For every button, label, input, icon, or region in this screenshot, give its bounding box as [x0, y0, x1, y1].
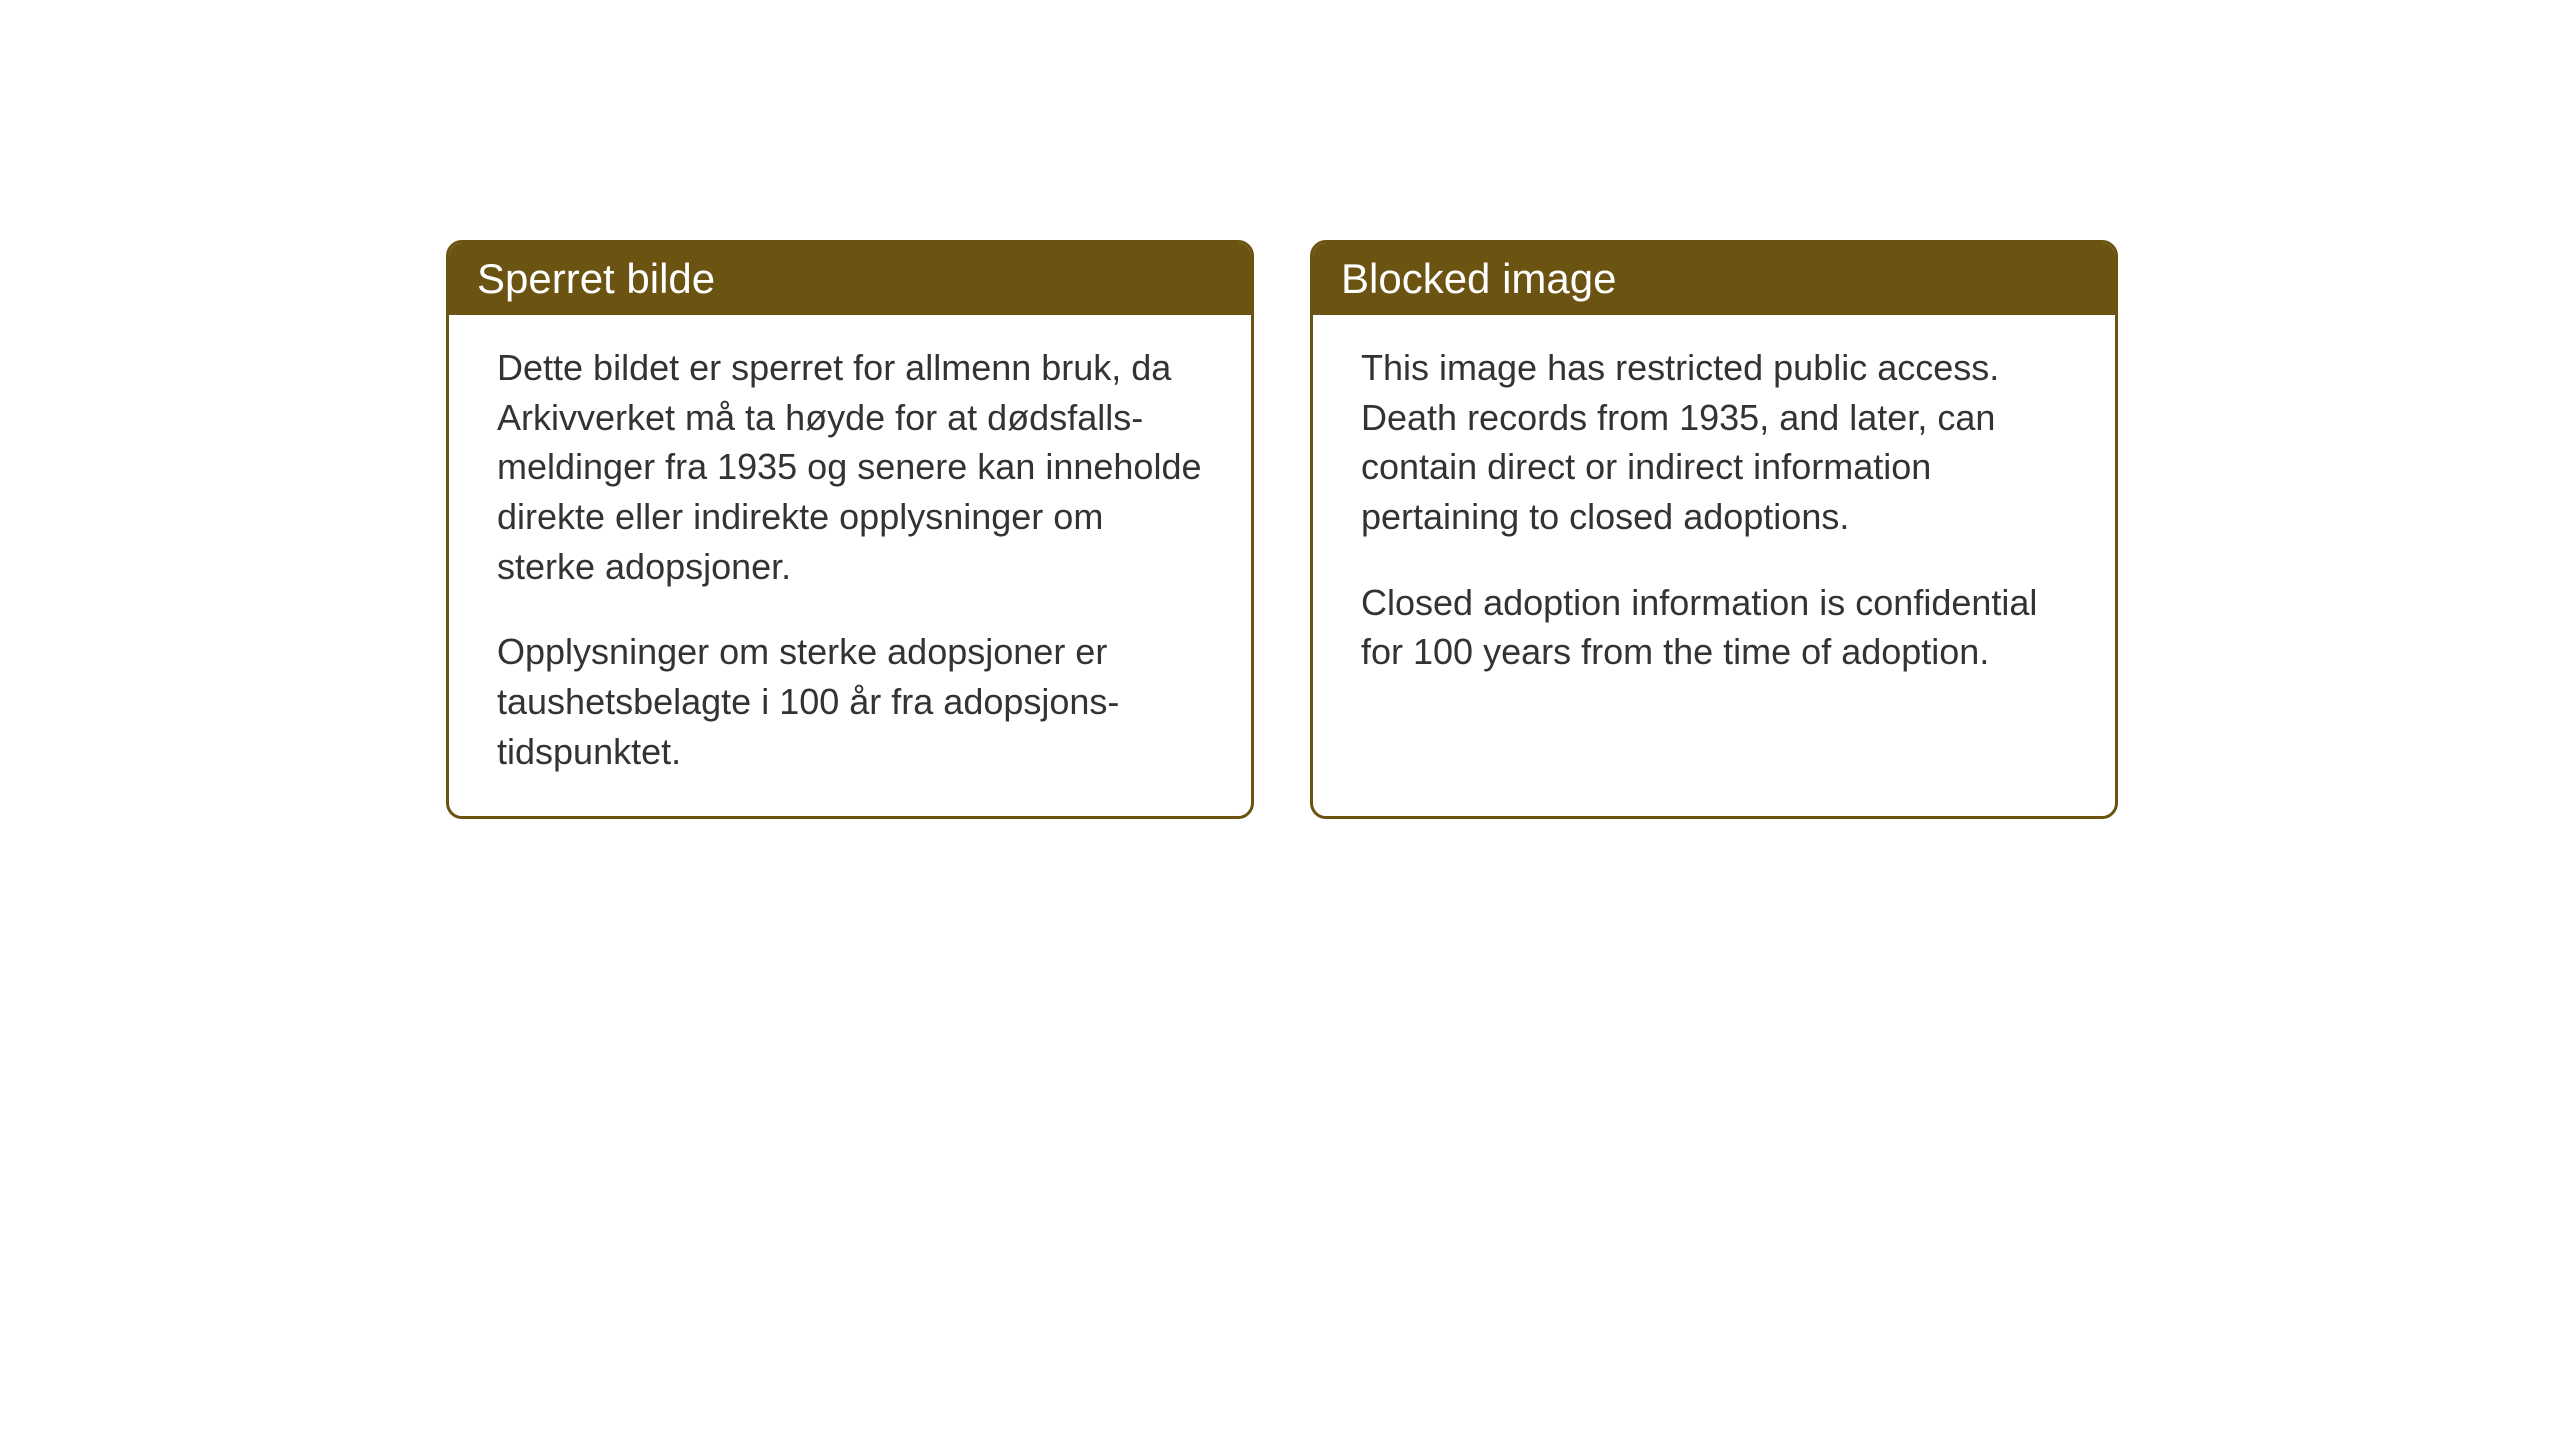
notice-container: Sperret bilde Dette bildet er sperret fo…: [446, 240, 2118, 819]
english-notice-card: Blocked image This image has restricted …: [1310, 240, 2118, 819]
english-card-title: Blocked image: [1313, 243, 2115, 315]
norwegian-notice-card: Sperret bilde Dette bildet er sperret fo…: [446, 240, 1254, 819]
norwegian-paragraph-1: Dette bildet er sperret for allmenn bruk…: [497, 343, 1203, 591]
norwegian-paragraph-2: Opplysninger om sterke adopsjoner er tau…: [497, 627, 1203, 776]
english-paragraph-1: This image has restricted public access.…: [1361, 343, 2067, 542]
english-paragraph-2: Closed adoption information is confident…: [1361, 578, 2067, 677]
norwegian-card-body: Dette bildet er sperret for allmenn bruk…: [449, 315, 1251, 816]
english-card-body: This image has restricted public access.…: [1313, 315, 2115, 717]
norwegian-card-title: Sperret bilde: [449, 243, 1251, 315]
